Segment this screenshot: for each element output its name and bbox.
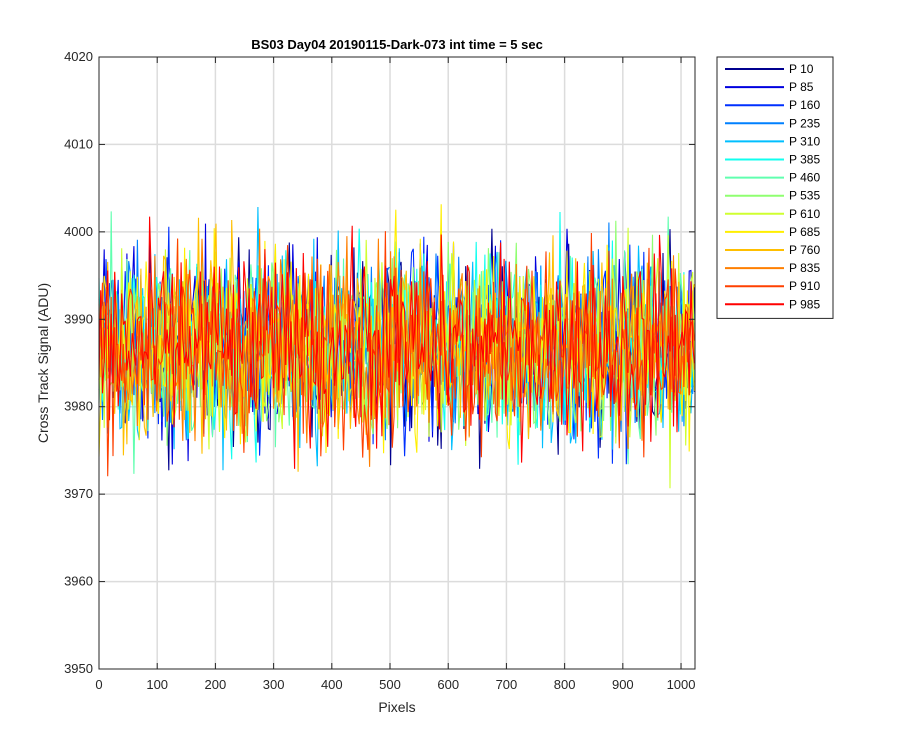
x-axis-label: Pixels xyxy=(378,699,415,715)
legend: P 10 P 85 P 160 P 235 P 310 P 385 P 460 P 535 P … xyxy=(716,56,834,319)
x-tick-label: 1000 xyxy=(667,677,696,692)
legend-label: P 685 xyxy=(789,225,820,239)
legend-label: P 910 xyxy=(789,279,820,293)
series-line-p-985 xyxy=(98,216,695,469)
y-tick-label: 3970 xyxy=(64,486,93,501)
x-tick-label: 500 xyxy=(379,677,401,692)
legend-label: P 460 xyxy=(789,171,820,185)
x-tick-label: 800 xyxy=(554,677,576,692)
legend-label: P 235 xyxy=(789,116,820,130)
y-tick-label: 4010 xyxy=(64,136,93,151)
legend-label: P 85 xyxy=(789,80,814,94)
legend-label: P 10 xyxy=(789,62,814,76)
chart-title: BS03 Day04 20190115-Dark-073 int time = … xyxy=(251,37,543,52)
x-tick-label: 300 xyxy=(263,677,285,692)
y-tick-label: 3950 xyxy=(64,661,93,676)
y-tick-label: 3980 xyxy=(64,399,93,414)
legend-label: P 610 xyxy=(789,207,820,221)
x-tick-label: 100 xyxy=(146,677,168,692)
x-tick-label: 0 xyxy=(95,677,102,692)
legend-label: P 760 xyxy=(789,243,820,257)
legend-label: P 160 xyxy=(789,98,820,112)
x-tick-label: 900 xyxy=(612,677,634,692)
x-axis: 0 100 200 300 400 500 600 700 800 900 1000 xyxy=(95,57,695,692)
x-tick-label: 200 xyxy=(205,677,227,692)
legend-label: P 985 xyxy=(789,297,820,311)
y-tick-label: 4000 xyxy=(64,224,93,239)
y-tick-label: 4020 xyxy=(64,49,93,64)
x-tick-label: 600 xyxy=(437,677,459,692)
x-tick-label: 400 xyxy=(321,677,343,692)
y-tick-label: 3990 xyxy=(64,311,93,326)
legend-label: P 385 xyxy=(789,153,820,167)
legend-label: P 535 xyxy=(789,189,820,203)
x-tick-label: 700 xyxy=(496,677,518,692)
legend-box xyxy=(716,56,834,319)
legend-label: P 835 xyxy=(789,261,820,275)
y-axis: 3950 3960 3970 3980 3990 4000 4010 4020 xyxy=(64,49,695,676)
y-tick-label: 3960 xyxy=(64,574,93,589)
y-axis-label: Cross Track Signal (ADU) xyxy=(35,283,51,443)
series-line-p-685 xyxy=(98,204,695,457)
plot-frame xyxy=(98,56,696,670)
legend-label: P 310 xyxy=(789,134,820,148)
series-layer xyxy=(98,204,695,489)
